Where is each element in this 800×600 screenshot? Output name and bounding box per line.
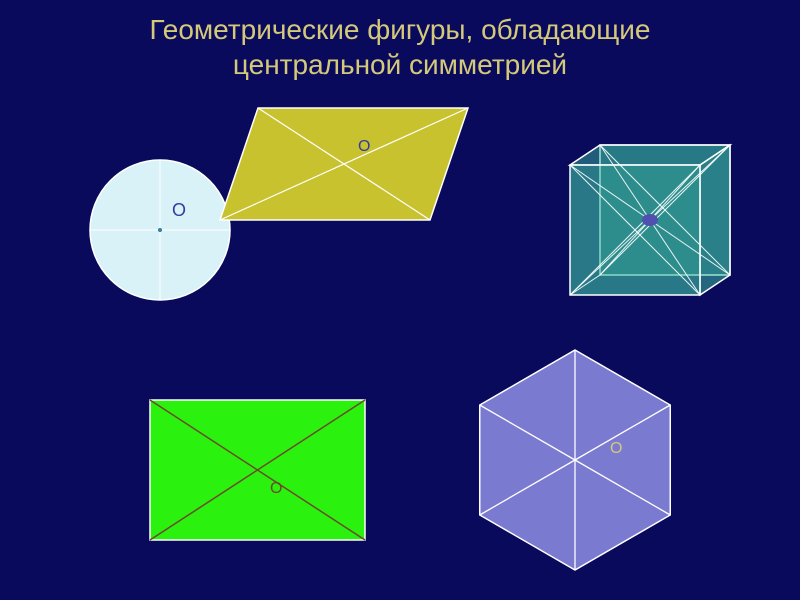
parallelogram-center-label: О xyxy=(358,138,370,156)
hexagon-center-label: О xyxy=(610,440,622,458)
slide: Геометрические фигуры, обладающие центра… xyxy=(0,0,800,600)
rectangle-center-label: О xyxy=(270,480,282,498)
shape-rectangle xyxy=(150,400,365,540)
shape-hexagon xyxy=(461,346,689,574)
shape-cube xyxy=(540,135,740,335)
